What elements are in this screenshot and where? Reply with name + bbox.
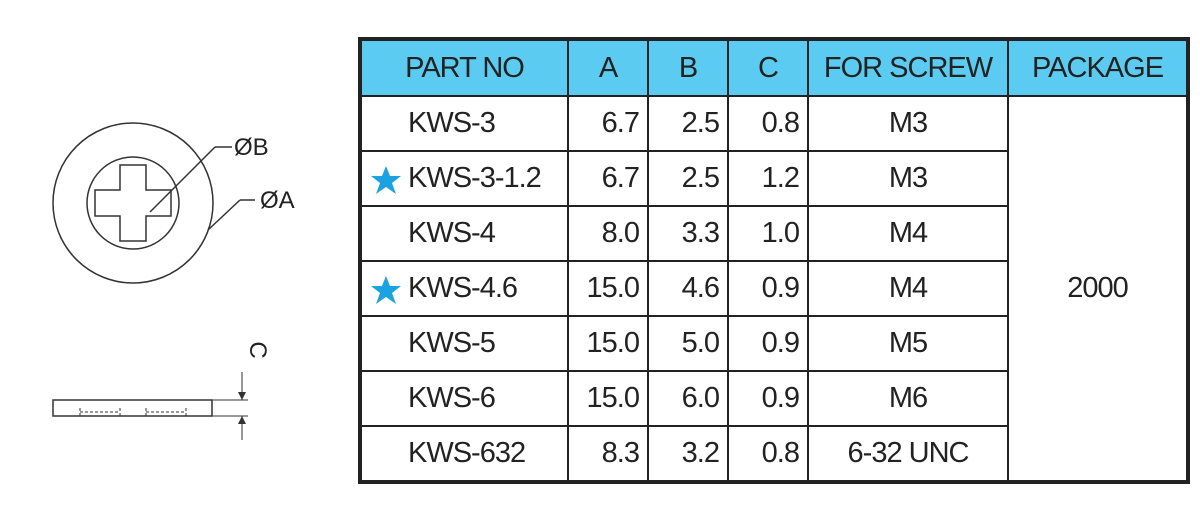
star-icon xyxy=(371,166,401,194)
cell: KWS-4.6 xyxy=(359,260,569,317)
label-c: C xyxy=(244,341,271,358)
part-no: KWS-6 xyxy=(408,382,496,414)
cell: M3 xyxy=(807,150,1009,207)
cell: KWS-4 xyxy=(359,205,569,262)
label-b: ØB xyxy=(234,134,269,161)
cell: 2.5 xyxy=(647,150,729,207)
row: KWS-4 8.0 3.3 1.0 M4 xyxy=(359,205,1188,262)
header-cell: FOR SCREW xyxy=(807,38,1009,97)
cell: KWS-632 xyxy=(359,425,569,483)
cell: 8.0 xyxy=(567,205,649,262)
row: KWS-632 8.3 3.2 0.8 6-32 UNC xyxy=(359,425,1188,483)
arrowheads xyxy=(238,392,246,424)
cell: 4.6 xyxy=(647,260,729,317)
cell: 5.0 xyxy=(647,315,729,372)
part-no: KWS-4 xyxy=(408,217,496,249)
part-no: KWS-3-1.2 xyxy=(408,162,542,194)
outer-circle xyxy=(52,122,214,284)
row: KWS-6 15.0 6.0 0.9 M6 xyxy=(359,370,1188,427)
package-cell: 2000 xyxy=(1007,95,1189,483)
cell: 6.7 xyxy=(567,150,649,207)
part-no: KWS-5 xyxy=(408,327,496,359)
header-cell: PART NO xyxy=(359,38,569,97)
cell: M4 xyxy=(807,260,1009,317)
inner-circle xyxy=(86,156,180,250)
hidden-lines xyxy=(79,408,187,416)
cell: M4 xyxy=(807,205,1009,262)
cell: 3.3 xyxy=(647,205,729,262)
cell: 15.0 xyxy=(567,260,649,317)
header-cell: A xyxy=(567,38,649,97)
cell: 0.9 xyxy=(727,260,809,317)
cell: 6.0 xyxy=(647,370,729,427)
cross-slot xyxy=(94,164,172,242)
leader-b xyxy=(149,146,216,213)
cell: 2.5 xyxy=(647,95,729,152)
cell: M6 xyxy=(807,370,1009,427)
row: KWS-3 6.7 2.5 0.8 M3 2000 xyxy=(359,95,1189,483)
cell: 6.7 xyxy=(567,95,649,152)
label-a: ØA xyxy=(260,187,295,214)
cell: 15.0 xyxy=(567,315,649,372)
cell: KWS-3 xyxy=(359,95,569,152)
cell: M5 xyxy=(807,315,1009,372)
part-no: KWS-3 xyxy=(408,107,496,139)
star-icon xyxy=(371,276,401,304)
cell: M3 xyxy=(807,95,1009,152)
spec-table: PART NO A B C FOR SCREW PACKAGE KWS-3 6.7… xyxy=(358,37,1190,484)
row: KWS-3-1.2 6.7 2.5 1.2 M3 xyxy=(359,150,1188,207)
part-no: KWS-4.6 xyxy=(408,272,518,304)
cell: 8.3 xyxy=(567,425,649,483)
row: KWS-5 15.0 5.0 0.9 M5 xyxy=(359,315,1188,372)
cell: 0.9 xyxy=(727,370,809,427)
cell: KWS-3-1.2 xyxy=(359,150,569,207)
header-cell: B xyxy=(647,38,729,97)
cell: 3.2 xyxy=(647,425,729,483)
cell: KWS-5 xyxy=(359,315,569,372)
side-view xyxy=(52,399,213,417)
header-cell: PACKAGE xyxy=(1007,38,1189,97)
cell: 0.8 xyxy=(727,425,809,483)
header-cell: C xyxy=(727,38,809,97)
leader-a xyxy=(207,199,241,231)
washer-drawing: ØB ØA C xyxy=(52,122,295,440)
cell: 6-32 UNC xyxy=(807,425,1009,483)
part-no: KWS-632 xyxy=(408,437,526,469)
header-row: PART NO A B C FOR SCREW PACKAGE xyxy=(359,38,1189,97)
cell: 0.8 xyxy=(727,95,809,152)
row: KWS-4.6 15.0 4.6 0.9 M4 xyxy=(359,260,1188,317)
cell: 15.0 xyxy=(567,370,649,427)
cell: 0.9 xyxy=(727,315,809,372)
cell: 1.0 xyxy=(727,205,809,262)
cell: 1.2 xyxy=(727,150,809,207)
cell: KWS-6 xyxy=(359,370,569,427)
